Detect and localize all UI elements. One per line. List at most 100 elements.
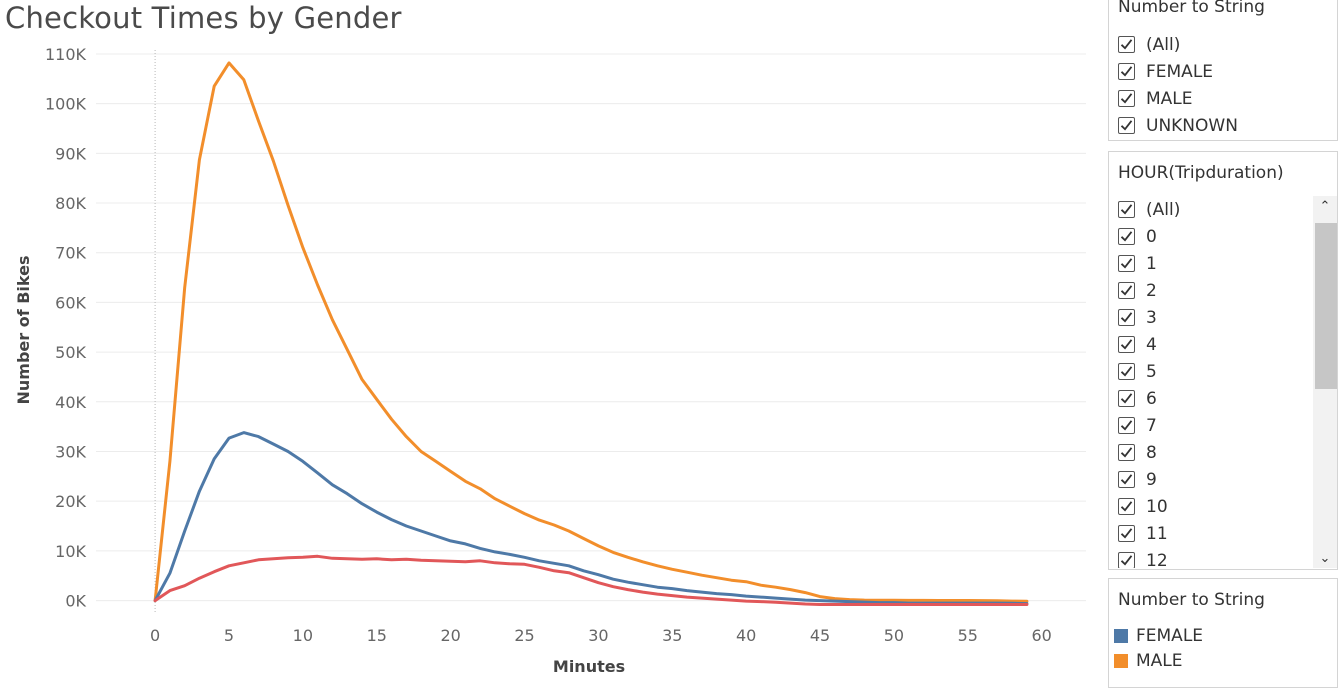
checkbox[interactable] [1118, 117, 1135, 134]
checkbox[interactable] [1118, 309, 1135, 326]
legend-item-male[interactable]: MALE [1109, 648, 1337, 673]
y-tick-label: 0K [65, 592, 86, 611]
checkbox[interactable] [1118, 228, 1135, 245]
scroll-thumb[interactable] [1315, 223, 1337, 389]
hour-filter-option-11[interactable]: 11 [1109, 520, 1337, 547]
checkbox[interactable] [1118, 63, 1135, 80]
hour-filter-option-8[interactable]: 8 [1109, 439, 1337, 466]
check-icon [1120, 66, 1133, 77]
x-tick-label: 35 [662, 626, 682, 645]
legend-swatch [1114, 628, 1128, 643]
x-tick-label: 50 [884, 626, 904, 645]
option-label: 7 [1146, 415, 1157, 436]
hour-filter-list: (All) 0 1 2 3 4 5 6 7 8 9 10 11 12 ⌃ ⌄ [1109, 196, 1337, 568]
check-icon [1120, 39, 1133, 50]
hour-filter-option-2[interactable]: 2 [1109, 277, 1337, 304]
gender-filter-option-male[interactable]: MALE [1109, 85, 1337, 112]
checkbox[interactable] [1118, 390, 1135, 407]
hour-filter-option-1[interactable]: 1 [1109, 250, 1337, 277]
chart-title: Checkout Times by Gender [5, 1, 402, 35]
hour-filter-option-all[interactable]: (All) [1109, 196, 1337, 223]
check-icon [1120, 528, 1133, 539]
legend-title: Number to String [1118, 590, 1265, 610]
series-line-unknown [153, 554, 1029, 606]
hour-filter-option-12[interactable]: 12 [1109, 547, 1337, 568]
x-tick-label: 15 [367, 626, 387, 645]
option-label: 1 [1146, 253, 1157, 274]
x-tick-label: 45 [810, 626, 830, 645]
x-tick-label: 25 [514, 626, 534, 645]
checkbox[interactable] [1118, 525, 1135, 542]
gender-filter-title: Number to String [1118, 0, 1265, 17]
check-icon [1120, 312, 1133, 323]
hour-filter-option-5[interactable]: 5 [1109, 358, 1337, 385]
checkbox[interactable] [1118, 363, 1135, 380]
line-chart: 0K 10K 20K 30K 40K 50K 60K 70K 80K 90K 100K 110K 0 5 1… [14, 45, 1086, 675]
checkbox[interactable] [1118, 471, 1135, 488]
check-icon [1120, 231, 1133, 242]
x-tick-label: 5 [224, 626, 234, 645]
y-tick-label: 20K [55, 492, 86, 511]
series-line-male [153, 61, 1029, 603]
hour-filter-option-6[interactable]: 6 [1109, 385, 1337, 412]
checkbox[interactable] [1118, 255, 1135, 272]
scroll-up-icon[interactable]: ⌃ [1319, 198, 1331, 214]
scroll-down-icon[interactable]: ⌄ [1319, 550, 1331, 566]
check-icon [1120, 474, 1133, 485]
checkbox[interactable] [1118, 90, 1135, 107]
legend-label: FEMALE [1136, 625, 1204, 646]
option-label: 6 [1146, 388, 1157, 409]
check-icon [1120, 339, 1133, 350]
check-icon [1120, 393, 1133, 404]
option-label: 4 [1146, 334, 1157, 355]
legend-item-female[interactable]: FEMALE [1109, 623, 1337, 648]
y-tick-label: 70K [55, 244, 86, 263]
hour-filter-option-7[interactable]: 7 [1109, 412, 1337, 439]
hour-filter-option-9[interactable]: 9 [1109, 466, 1337, 493]
x-tick-label: 10 [293, 626, 313, 645]
checkbox[interactable] [1118, 336, 1135, 353]
checkbox[interactable] [1118, 498, 1135, 515]
checkbox[interactable] [1118, 201, 1135, 218]
x-tick-label: 55 [958, 626, 978, 645]
gender-filter-option-all[interactable]: (All) [1109, 31, 1337, 58]
check-icon [1120, 93, 1133, 104]
checkbox[interactable] [1118, 417, 1135, 434]
y-tick-label: 110K [45, 45, 87, 64]
checkbox[interactable] [1118, 282, 1135, 299]
y-tick-label: 10K [55, 542, 86, 561]
check-icon [1120, 447, 1133, 458]
hour-filter-option-0[interactable]: 0 [1109, 223, 1337, 250]
gender-filter-option-unknown[interactable]: UNKNOWN [1109, 112, 1337, 139]
x-tick-label: 30 [588, 626, 608, 645]
hour-filter-title: HOUR(Tripduration) [1118, 163, 1284, 183]
y-tick-label: 100K [45, 95, 87, 114]
hour-filter-option-3[interactable]: 3 [1109, 304, 1337, 331]
legend-list: FEMALE MALE [1109, 623, 1337, 673]
hour-filter-scrollbar[interactable]: ⌃ ⌄ [1313, 196, 1337, 568]
legend-swatch [1114, 653, 1128, 668]
gender-filter-option-female[interactable]: FEMALE [1109, 58, 1337, 85]
check-icon [1120, 366, 1133, 377]
hour-filter-option-10[interactable]: 10 [1109, 493, 1337, 520]
y-tick-label: 50K [55, 343, 86, 362]
check-icon [1120, 285, 1133, 296]
y-tick-label: 80K [55, 194, 86, 213]
checkbox[interactable] [1118, 36, 1135, 53]
option-label: 8 [1146, 442, 1157, 463]
checkbox[interactable] [1118, 552, 1135, 568]
gender-filter-panel: Number to String (All) FEMALE MALE UNKNOWN [1108, 0, 1338, 141]
option-label: (All) [1146, 34, 1181, 55]
option-label: 11 [1146, 523, 1168, 544]
check-icon [1120, 555, 1133, 566]
checkbox[interactable] [1118, 444, 1135, 461]
legend-label: MALE [1136, 650, 1183, 671]
gender-filter-list: (All) FEMALE MALE UNKNOWN [1109, 31, 1337, 139]
x-tick-label: 0 [150, 626, 160, 645]
hour-filter-option-4[interactable]: 4 [1109, 331, 1337, 358]
x-tick-label: 60 [1031, 626, 1051, 645]
option-label: (All) [1146, 199, 1181, 220]
check-icon [1120, 120, 1133, 131]
check-icon [1120, 204, 1133, 215]
y-tick-label: 40K [55, 393, 86, 412]
